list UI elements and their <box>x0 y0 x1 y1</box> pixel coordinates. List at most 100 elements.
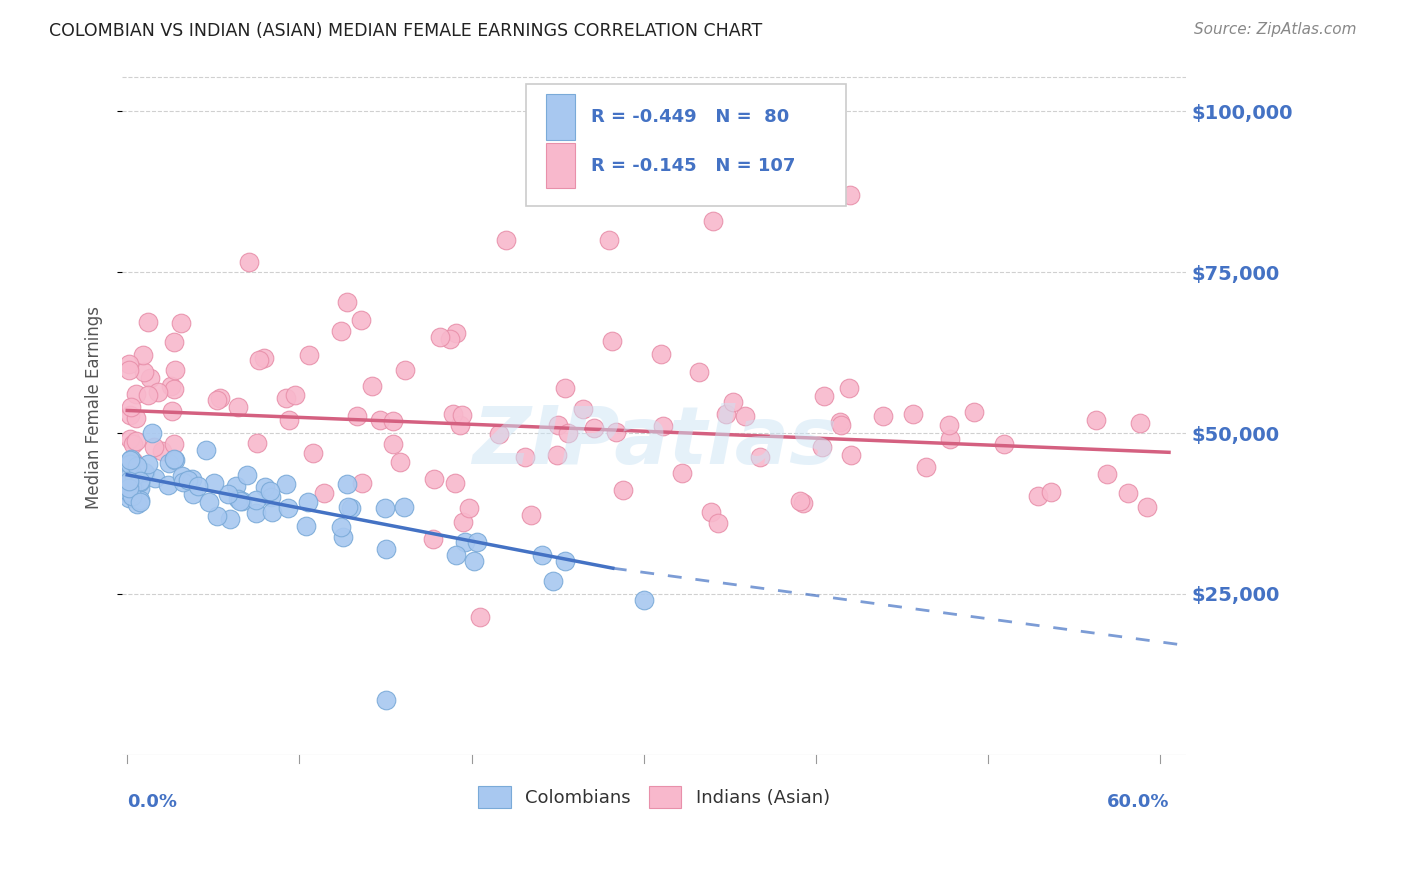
Point <box>162 403 184 417</box>
Point <box>120 451 142 466</box>
Bar <box>546 95 575 139</box>
Point <box>1136 500 1159 515</box>
Point <box>531 549 554 563</box>
Point <box>838 381 860 395</box>
Point <box>163 437 186 451</box>
Point <box>297 495 319 509</box>
Point <box>388 454 411 468</box>
Point <box>205 508 228 523</box>
Point <box>721 395 744 409</box>
Point <box>605 425 627 439</box>
Point <box>557 425 579 440</box>
Point <box>792 496 814 510</box>
Point <box>122 481 145 495</box>
Point <box>163 382 186 396</box>
Point <box>136 315 159 329</box>
Point <box>127 458 149 473</box>
Point <box>165 453 187 467</box>
Point <box>444 549 467 563</box>
Point <box>170 469 193 483</box>
Point <box>337 500 360 514</box>
Point <box>260 505 283 519</box>
Point <box>118 457 141 471</box>
Point <box>143 471 166 485</box>
Point <box>157 477 180 491</box>
Point <box>245 506 267 520</box>
Point <box>368 413 391 427</box>
Point <box>422 533 444 547</box>
Point <box>1129 416 1152 430</box>
Point <box>274 476 297 491</box>
Point <box>284 388 307 402</box>
Point <box>734 409 756 423</box>
Point <box>546 448 568 462</box>
Point <box>352 475 374 490</box>
Point <box>163 363 186 377</box>
Point <box>583 421 606 435</box>
Point <box>208 391 231 405</box>
Point <box>278 413 301 427</box>
Point <box>207 392 229 407</box>
Point <box>374 500 396 515</box>
Point <box>235 468 257 483</box>
Point <box>541 574 564 589</box>
FancyBboxPatch shape <box>526 84 845 206</box>
Point <box>121 487 143 501</box>
Point <box>598 233 620 247</box>
Point <box>451 408 474 422</box>
Point <box>122 454 145 468</box>
Point <box>121 489 143 503</box>
Point <box>633 593 655 607</box>
Legend: Colombians, Indians (Asian): Colombians, Indians (Asian) <box>471 779 837 815</box>
Point <box>332 530 354 544</box>
Point <box>329 520 352 534</box>
Point <box>247 353 270 368</box>
Point <box>274 391 297 405</box>
Point <box>828 415 851 429</box>
Point <box>340 500 363 515</box>
Point <box>125 434 148 449</box>
Point <box>470 610 492 624</box>
Point <box>163 334 186 349</box>
Point <box>441 407 464 421</box>
Point <box>444 326 467 340</box>
Point <box>336 294 359 309</box>
Point <box>138 388 160 402</box>
Point <box>246 436 269 450</box>
Point <box>938 417 960 432</box>
Point <box>651 419 673 434</box>
Point <box>118 357 141 371</box>
Point <box>195 443 218 458</box>
Point <box>312 486 335 500</box>
Point <box>1040 484 1063 499</box>
Point <box>120 408 142 422</box>
Point <box>612 483 634 497</box>
Point <box>229 494 252 508</box>
Point <box>143 441 166 455</box>
Point <box>134 467 156 481</box>
Point <box>231 493 253 508</box>
Point <box>901 407 924 421</box>
Point <box>128 475 150 489</box>
Point <box>120 457 142 471</box>
Point <box>150 444 173 458</box>
Point <box>602 334 624 348</box>
Point <box>706 516 728 531</box>
Point <box>346 409 368 423</box>
Point <box>225 478 247 492</box>
Point <box>259 490 281 504</box>
Bar <box>546 143 575 188</box>
Point <box>349 313 371 327</box>
Point <box>748 450 770 464</box>
Point <box>458 500 481 515</box>
Point <box>118 467 141 482</box>
Point <box>118 487 141 501</box>
Point <box>598 149 620 163</box>
Point <box>277 501 299 516</box>
Point <box>132 348 155 362</box>
Point <box>118 474 141 488</box>
Point <box>141 426 163 441</box>
Point <box>914 459 936 474</box>
Point <box>159 379 181 393</box>
Point <box>554 381 576 395</box>
